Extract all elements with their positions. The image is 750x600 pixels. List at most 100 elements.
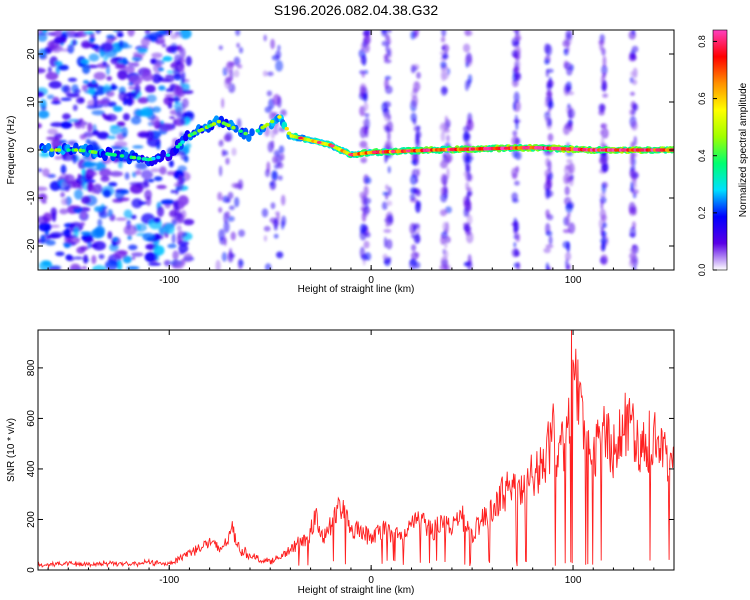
noise-blob: [364, 251, 372, 261]
noise-blob: [114, 141, 128, 148]
ridge-peak: [538, 146, 544, 150]
noise-blob: [602, 55, 607, 67]
y-tick-label: 10: [26, 96, 37, 108]
ridge-core: [199, 127, 205, 132]
noise-blob: [82, 162, 96, 169]
noise-blob: [137, 96, 149, 104]
noise-blob: [145, 130, 155, 141]
noise-blob: [387, 214, 393, 224]
noise-blob: [47, 66, 52, 74]
noise-blob: [466, 187, 472, 192]
colorbar-tick-label: 0.0: [697, 264, 707, 277]
ridge-core: [66, 148, 71, 152]
ridge-peak: [621, 148, 627, 152]
snr-axes: -100 0 100 0 200 400 600 800: [26, 330, 675, 586]
noise-blob: [150, 168, 160, 173]
noise-blob: [103, 205, 108, 210]
noise-blob: [131, 198, 143, 209]
noise-blob: [416, 168, 421, 176]
noise-blob: [127, 62, 140, 68]
noise-blob: [173, 68, 181, 78]
noise-blob: [62, 113, 71, 120]
noise-blob: [270, 202, 276, 210]
noise-blob: [80, 195, 91, 205]
ridge-core: [192, 131, 197, 135]
ridge-peak: [425, 148, 431, 152]
noise-blob: [179, 47, 186, 60]
noise-blob: [92, 264, 106, 270]
ridge-core: [211, 122, 217, 126]
noise-blob: [38, 91, 45, 98]
noise-blob: [170, 42, 178, 54]
noise-blob: [387, 129, 391, 142]
noise-blob: [565, 85, 572, 92]
noise-blob: [169, 116, 176, 120]
noise-blob: [599, 129, 605, 136]
noise-blob: [107, 135, 117, 140]
noise-blob: [80, 222, 86, 227]
x-tick-label: -100: [159, 275, 179, 286]
snr-plot-area: [38, 330, 674, 569]
noise-blob: [100, 42, 114, 53]
noise-blob: [95, 30, 102, 35]
noise-blob: [629, 247, 637, 253]
noise-blob: [226, 216, 235, 222]
noise-blob: [233, 69, 240, 78]
noise-blob: [170, 190, 175, 194]
noise-blob: [136, 225, 141, 231]
noise-blob: [93, 71, 106, 81]
noise-blob: [601, 242, 606, 252]
noise-blob: [383, 228, 392, 234]
noise-blob: [118, 161, 123, 169]
noise-blob: [173, 101, 185, 112]
noise-blob: [261, 208, 269, 218]
noise-blob: [102, 60, 108, 67]
noise-blob: [359, 191, 366, 199]
noise-blob: [415, 177, 419, 184]
noise-blob: [105, 34, 116, 39]
noise-blob: [134, 84, 141, 95]
ridge-peak: [470, 147, 476, 151]
noise-blob: [564, 185, 570, 196]
noise-blob: [441, 30, 447, 37]
noise-blob: [513, 119, 521, 124]
noise-blob: [135, 169, 142, 176]
noise-blob: [515, 233, 521, 243]
noise-blob: [39, 99, 47, 110]
noise-blob: [144, 251, 158, 263]
noise-blob: [630, 183, 634, 193]
noise-blob: [179, 111, 187, 120]
y-tick-label: -20: [26, 238, 37, 253]
noise-blob: [266, 161, 271, 173]
noise-blob: [168, 160, 174, 168]
noise-blob: [565, 258, 569, 270]
noise-blob: [410, 30, 416, 40]
noise-blob: [223, 221, 230, 233]
noise-blob: [61, 198, 68, 206]
noise-blob: [277, 44, 281, 51]
noise-blob: [48, 80, 62, 89]
ridge-core: [216, 119, 222, 124]
noise-blob: [154, 176, 163, 182]
noise-blob: [440, 130, 446, 142]
noise-blob: [511, 222, 519, 227]
ridge-core: [73, 148, 79, 152]
noise-blob: [122, 57, 128, 66]
noise-blob: [359, 223, 367, 234]
noise-blob: [280, 194, 286, 206]
noise-blob: [144, 30, 151, 37]
noise-blob: [231, 182, 240, 189]
ridge-core: [226, 123, 231, 128]
noise-blob: [118, 91, 128, 102]
noise-blob: [39, 152, 51, 158]
noise-blob: [600, 163, 608, 173]
noise-blob: [49, 44, 63, 53]
noise-blob: [385, 52, 390, 61]
noise-blob: [42, 168, 50, 177]
noise-blob: [156, 206, 165, 218]
noise-blob: [415, 130, 420, 143]
noise-blob: [410, 251, 419, 260]
noise-blob: [166, 171, 176, 176]
noise-blob: [148, 262, 162, 266]
